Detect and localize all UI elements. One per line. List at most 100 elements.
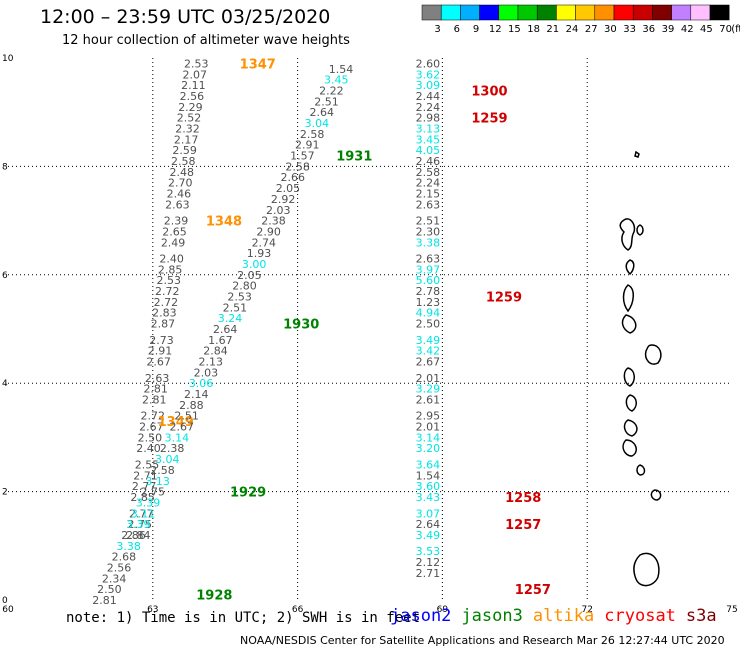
swh-value: 2.83 <box>152 307 177 320</box>
swh-value: 2.61 <box>416 393 441 406</box>
scale-tick-label: 36 <box>642 24 655 35</box>
swh-value: 2.44 <box>416 90 441 103</box>
swh-value: 2.58 <box>150 464 175 477</box>
swh-value: 3.49 <box>416 334 441 347</box>
y-tick-label: 10 <box>2 54 14 64</box>
swh-value: 3.14 <box>416 431 441 444</box>
x-tick-label: 72 <box>581 605 592 615</box>
x-tick-label: 60 <box>2 605 14 615</box>
pass-time-label: 1928 <box>196 589 232 604</box>
swh-value: 2.67 <box>170 421 195 434</box>
swh-value: 3.42 <box>416 345 441 358</box>
swh-value: 2.05 <box>237 269 262 282</box>
swh-value: 3.11 <box>131 507 156 520</box>
swh-value: 2.46 <box>416 155 441 168</box>
pass-time-label: 1257 <box>505 518 541 533</box>
swh-value: 2.81 <box>92 594 117 607</box>
swh-value: 2.50 <box>138 431 163 444</box>
scale-tick-label: 39 <box>662 24 675 35</box>
y-tick-label: 8 <box>2 162 8 172</box>
swh-value: 2.50 <box>97 583 122 596</box>
swh-value: 2.63 <box>165 198 190 211</box>
swh-value: 3.13 <box>145 475 170 488</box>
swh-value: 2.50 <box>416 318 441 331</box>
scale-tick-label: 21 <box>546 24 559 35</box>
pass-time-label: 1257 <box>515 583 551 598</box>
coastline-outline <box>623 419 638 437</box>
swh-value: 3.07 <box>416 507 441 520</box>
swh-value: 2.81 <box>143 383 168 396</box>
swh-value: 2.88 <box>179 399 204 412</box>
scale-tick-label: 30 <box>604 24 617 35</box>
scale-tick-label: 18 <box>527 24 540 35</box>
pass-time-label: 1258 <box>505 491 541 506</box>
scale-tick-label: 42 <box>681 24 694 35</box>
swh-value: 2.22 <box>319 85 344 98</box>
swh-value: 2.77 <box>132 480 157 493</box>
swh-value: 2.72 <box>154 296 179 309</box>
swh-value: 3.53 <box>416 545 441 558</box>
swh-value: 1.23 <box>416 296 441 309</box>
swh-value: 3.38 <box>116 540 141 553</box>
legend-altika: altika <box>532 606 595 626</box>
swh-value: 2.73 <box>149 334 174 347</box>
swh-value: 1.93 <box>247 247 272 260</box>
swh-value: 2.56 <box>180 90 205 103</box>
swh-value: 2.15 <box>416 188 441 201</box>
coastline-outline <box>625 394 637 412</box>
swh-value: 3.60 <box>416 480 441 493</box>
coastline-outline <box>623 367 635 387</box>
swh-value: 2.63 <box>416 198 441 211</box>
coastline-outline <box>636 224 644 236</box>
swh-value: 2.60 <box>416 57 441 70</box>
swh-value: 2.92 <box>271 193 296 206</box>
swh-value: 2.49 <box>161 236 186 249</box>
swh-value: 2.53 <box>156 274 181 287</box>
y-tick-label: 6 <box>2 271 8 281</box>
swh-value: 3.97 <box>416 263 441 276</box>
pass-time-label: 1300 <box>471 85 507 100</box>
swh-value: 3.24 <box>218 312 243 325</box>
swh-value: 3.39 <box>136 496 161 509</box>
swh-value: 2.98 <box>416 112 441 125</box>
swh-value: 2.68 <box>112 551 137 564</box>
legend-cryosat: cryosat <box>604 606 676 626</box>
swh-value: 2.53 <box>184 57 209 70</box>
scale-unit-label: (ft) <box>731 24 740 35</box>
swh-value: 4.94 <box>416 307 441 320</box>
swh-value: 2.34 <box>102 572 127 585</box>
swh-value: 3.00 <box>242 258 267 271</box>
x-tick-label: 75 <box>726 605 737 615</box>
swh-value: 2.38 <box>261 215 286 228</box>
pass-time-label: 1931 <box>336 150 372 165</box>
swh-value: 2.13 <box>198 356 223 369</box>
credit-line: NOAA/NESDIS Center for Satellite Applica… <box>240 634 725 647</box>
coastline-outline <box>634 150 640 158</box>
swh-value: 2.52 <box>177 112 202 125</box>
swh-value: 2.90 <box>256 225 281 238</box>
coastline-outline <box>633 552 660 587</box>
y-tick-label: 2 <box>2 488 8 498</box>
coastline-outline <box>622 439 637 457</box>
swh-value: 3.06 <box>189 377 214 390</box>
swh-value: 2.12 <box>416 556 441 569</box>
swh-value: 2.87 <box>151 318 176 331</box>
swh-value: 2.84 <box>126 529 151 542</box>
swh-value: 1.54 <box>329 63 354 76</box>
swh-value: 2.53 <box>227 290 252 303</box>
swh-value: 2.48 <box>170 166 195 179</box>
swh-value: 2.85 <box>130 491 155 504</box>
swh-value: 2.51 <box>174 410 199 423</box>
swh-value: 2.46 <box>167 188 192 201</box>
coastline-outline <box>621 314 637 334</box>
swh-value: 3.43 <box>416 491 441 504</box>
swh-value: 2.74 <box>252 236 277 249</box>
swh-value: 2.01 <box>416 372 441 385</box>
swh-value: 2.72 <box>141 410 166 423</box>
pass-time-label: 1929 <box>230 486 266 501</box>
satellite-legend: jason2 jason3 altika cryosat s3a <box>390 606 727 626</box>
swh-value: 3.14 <box>165 431 190 444</box>
swh-value: 2.75 <box>128 518 153 531</box>
swh-value: 1.57 <box>290 150 315 163</box>
swh-value: 2.17 <box>174 133 199 146</box>
